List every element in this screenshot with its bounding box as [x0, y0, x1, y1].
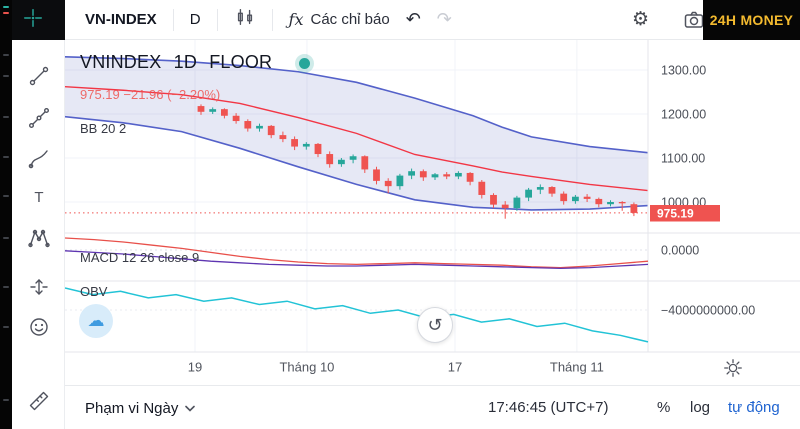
snapshot-camera-button[interactable]	[682, 8, 706, 37]
date-range-button[interactable]: Phạm vi Ngày	[85, 386, 196, 429]
candles-icon	[237, 8, 252, 26]
theme-toggle-button[interactable]	[720, 355, 746, 381]
bb-upper	[65, 56, 649, 154]
chart-legend-title: VNINDEX 1D FLOOR	[80, 52, 273, 72]
mini-glyph-teal	[3, 6, 9, 8]
drawing-toolbar: T	[12, 40, 65, 429]
price-chart-svg: 1300.001200.001100.001000.000.0000−40000…	[65, 40, 800, 375]
settings-gear-icon[interactable]: ⚙	[632, 9, 650, 30]
indicators-button[interactable]: ƒx Các chỉ báo	[289, 10, 390, 29]
date-range-label: Phạm vi Ngày	[85, 399, 179, 417]
brush-tool-button[interactable]	[26, 146, 52, 172]
svg-text:T: T	[34, 189, 43, 206]
data-status-dot	[299, 58, 310, 69]
mini-glyph	[3, 237, 9, 239]
chevron-down-icon	[185, 405, 196, 412]
legend-macd-indicator[interactable]: MACD 12 26 close 9	[80, 250, 200, 265]
price-axis-label: 1200.00	[661, 108, 706, 122]
bottom-bar: Phạm vi Ngày 17:46:45 (UTC+7) % log tự đ…	[65, 385, 800, 429]
forecast-icon	[30, 279, 48, 295]
mini-glyph	[3, 156, 9, 158]
time-axis-label: Tháng 10	[279, 360, 334, 375]
mini-glyph-red	[3, 12, 9, 14]
divider	[271, 8, 273, 31]
mini-glyph	[3, 286, 9, 288]
crosshair-icon[interactable]	[22, 7, 44, 34]
emoji-icon	[30, 318, 48, 336]
forecast-tool-button[interactable]	[26, 274, 52, 300]
undo-button[interactable]: ↶	[405, 9, 421, 29]
time-axis-label: 17	[448, 360, 462, 375]
price-axis-label: 1300.00	[661, 64, 706, 78]
camera-icon	[684, 11, 704, 28]
time-axis-label: Tháng 11	[550, 360, 604, 375]
brand-logo: 24H MONEY	[703, 0, 800, 40]
mini-glyph	[3, 399, 9, 401]
macd-line	[65, 237, 649, 269]
price-axis-label: 1100.00	[661, 152, 705, 166]
refresh-icon: ↺	[427, 314, 443, 335]
macd-axis-label: 0.0000	[661, 244, 699, 258]
macd-signal-line	[65, 250, 649, 270]
text-icon: T	[34, 189, 43, 206]
ruler-icon	[29, 391, 49, 411]
log-scale-toggle[interactable]: log	[690, 399, 711, 416]
symbol-button[interactable]: VN-INDEX	[85, 11, 157, 28]
chart-type-button[interactable]	[234, 6, 256, 33]
obv-axis-label: −4000000000.00	[661, 304, 755, 318]
time-axis-label: 19	[188, 360, 202, 375]
trendline-icon	[29, 66, 49, 86]
legend-obv-indicator[interactable]: OBV	[80, 284, 108, 299]
left-edge-strip	[0, 0, 12, 429]
emoji-tool-button[interactable]	[26, 314, 52, 340]
mini-glyph	[3, 54, 9, 56]
percent-scale-toggle[interactable]: %	[657, 399, 671, 416]
last-price-badge-text: 975.19	[657, 207, 694, 221]
xabcd-pattern-icon	[28, 229, 50, 248]
top-toolbar: VN-INDEX D ƒx Các chỉ báo ↶ ↷ ⚙ 24H MONE…	[65, 0, 800, 40]
bb-lower	[65, 115, 649, 211]
last-price-badge	[650, 205, 720, 222]
sun-icon	[724, 359, 742, 377]
auto-scale-toggle[interactable]: tự động	[728, 399, 780, 416]
measure-tool-button[interactable]	[26, 388, 52, 414]
chart-area[interactable]: 1300.00 1200.00 1100.00 1000.00 0.0000 −40000…	[65, 40, 800, 385]
interval-button[interactable]: D	[189, 11, 201, 28]
multipoint-tool-button[interactable]	[26, 105, 52, 131]
pattern-tool-button[interactable]	[26, 225, 52, 251]
candles-layer	[197, 104, 638, 219]
text-tool-button[interactable]: T	[26, 184, 52, 210]
legend-bb-indicator[interactable]: BB 20 2	[80, 121, 127, 136]
legend-price-change: 975.19 −21.96 (−2.20%)	[80, 87, 221, 102]
refresh-button[interactable]: ↺	[417, 307, 453, 343]
trendline-tool-button[interactable]	[26, 63, 52, 89]
divider	[172, 8, 174, 31]
redo-button[interactable]: ↷	[436, 9, 452, 29]
mini-glyph	[3, 75, 9, 77]
watermark-logo: ☁	[79, 304, 113, 338]
brand-text: 24H MONEY	[709, 12, 794, 28]
divider	[216, 8, 218, 31]
multipoint-line-icon	[29, 108, 50, 129]
clock-button[interactable]: 17:46:45 (UTC+7)	[488, 399, 609, 416]
obv-line	[65, 287, 649, 343]
indicators-label: Các chỉ báo	[310, 11, 390, 28]
mini-glyph	[3, 326, 9, 328]
bb-mid	[65, 86, 649, 192]
brush-icon	[28, 150, 48, 169]
fx-icon: ƒx	[288, 10, 304, 29]
mini-glyph	[3, 195, 9, 197]
mini-glyph	[3, 116, 9, 118]
cloud-icon: ☁	[87, 311, 105, 330]
